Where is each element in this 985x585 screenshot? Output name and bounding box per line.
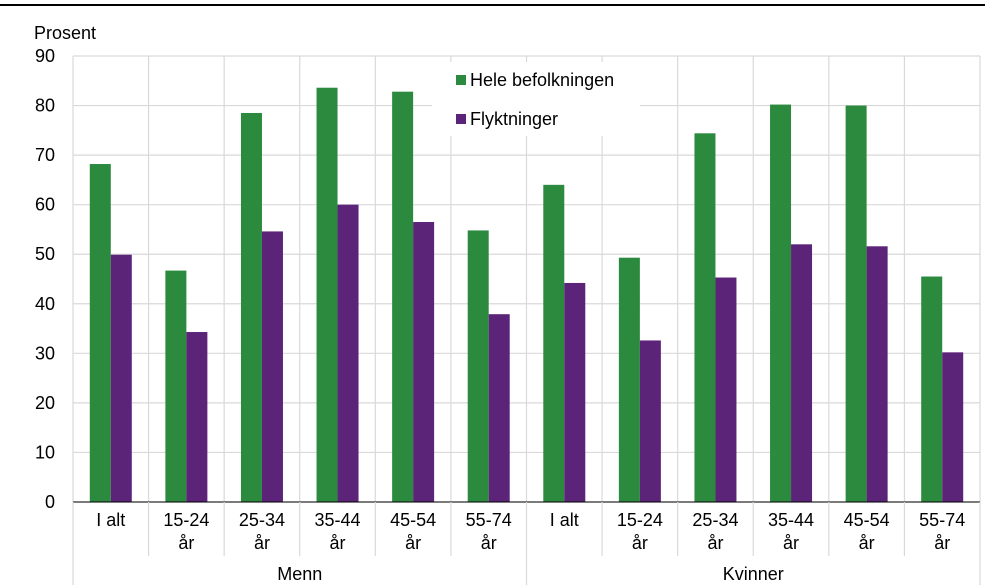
x-tick-label: 15-24 <box>617 510 663 530</box>
x-tick-label: 25-34 <box>692 510 738 530</box>
bar-series-1 <box>165 270 187 502</box>
legend-label-hele-befolkningen: Hele befolkningen <box>470 70 614 90</box>
bar-series-2 <box>715 277 737 502</box>
bar-series-2 <box>942 352 964 502</box>
bar-series-1 <box>240 112 262 502</box>
y-tick-label: 10 <box>35 442 55 462</box>
y-tick-label: 40 <box>35 294 55 314</box>
bar-series-1 <box>89 164 111 502</box>
bar-series-1 <box>392 91 414 503</box>
bar-series-2 <box>866 246 888 502</box>
x-tick-label: 35-44 <box>768 510 814 530</box>
group-label: Menn <box>277 564 322 584</box>
legend-box <box>432 62 640 136</box>
x-tick-label: 55-74 <box>919 510 965 530</box>
y-tick-label: 20 <box>35 393 55 413</box>
x-tick-label: år <box>481 533 497 553</box>
bar-series-1 <box>921 276 943 502</box>
x-tick-label: 45-54 <box>390 510 436 530</box>
x-tick-label: år <box>783 533 799 553</box>
bar-series-2 <box>110 254 132 502</box>
bar-series-1 <box>845 105 867 503</box>
x-axis: I alt 15-24 år 25-34 år 35-44 år 45-54 år 55-74 år… <box>72 501 981 585</box>
bar-series-1 <box>316 87 338 503</box>
bar-series-1 <box>467 230 489 503</box>
x-tick-label: 45-54 <box>844 510 890 530</box>
y-tick-label: 70 <box>35 145 55 165</box>
bar-series-2 <box>186 332 208 502</box>
group-label: Kvinner <box>723 564 784 584</box>
bar-series-2 <box>791 244 813 503</box>
legend-swatch-hele-befolkningen <box>456 75 466 85</box>
legend-swatch-flyktninger <box>456 114 466 124</box>
x-tick-label: år <box>632 533 648 553</box>
y-tick-label: 30 <box>35 343 55 363</box>
bar-series-1 <box>770 104 792 502</box>
x-tick-label: I alt <box>550 510 579 530</box>
y-tick-label: 50 <box>35 244 55 264</box>
bar-series-2 <box>488 314 510 502</box>
x-tick-label: år <box>859 533 875 553</box>
x-tick-label: år <box>178 533 194 553</box>
bar-series-1 <box>618 257 640 502</box>
x-tick-label: 55-74 <box>466 510 512 530</box>
y-tick-label: 90 <box>35 46 55 66</box>
x-tick-label: 15-24 <box>163 510 209 530</box>
x-tick-label: år <box>405 533 421 553</box>
bar-series-2 <box>564 282 586 502</box>
y-axis-label: Prosent <box>34 23 96 43</box>
y-tick-label: 60 <box>35 195 55 215</box>
x-tick-label: 35-44 <box>315 510 361 530</box>
x-tick-label: år <box>330 533 346 553</box>
gridlines <box>72 55 981 503</box>
legend-label-flyktninger: Flyktninger <box>470 109 558 129</box>
y-tick-label: 80 <box>35 96 55 116</box>
y-tick-labels: 0 10 20 30 40 50 60 70 80 90 <box>35 46 55 512</box>
bar-series-1 <box>543 184 565 502</box>
bar-series-2 <box>639 340 661 502</box>
bar-series-2 <box>413 222 435 502</box>
bars <box>89 87 964 503</box>
bar-series-2 <box>337 204 359 502</box>
bar-series-2 <box>261 231 283 502</box>
x-tick-label: år <box>934 533 950 553</box>
x-tick-label: år <box>254 533 270 553</box>
bar-series-1 <box>694 133 716 502</box>
x-tick-label: I alt <box>96 510 125 530</box>
legend: Hele befolkningen Flyktninger <box>432 62 640 136</box>
x-tick-label: 25-34 <box>239 510 285 530</box>
y-tick-label: 0 <box>45 492 55 512</box>
x-tick-label: år <box>707 533 723 553</box>
